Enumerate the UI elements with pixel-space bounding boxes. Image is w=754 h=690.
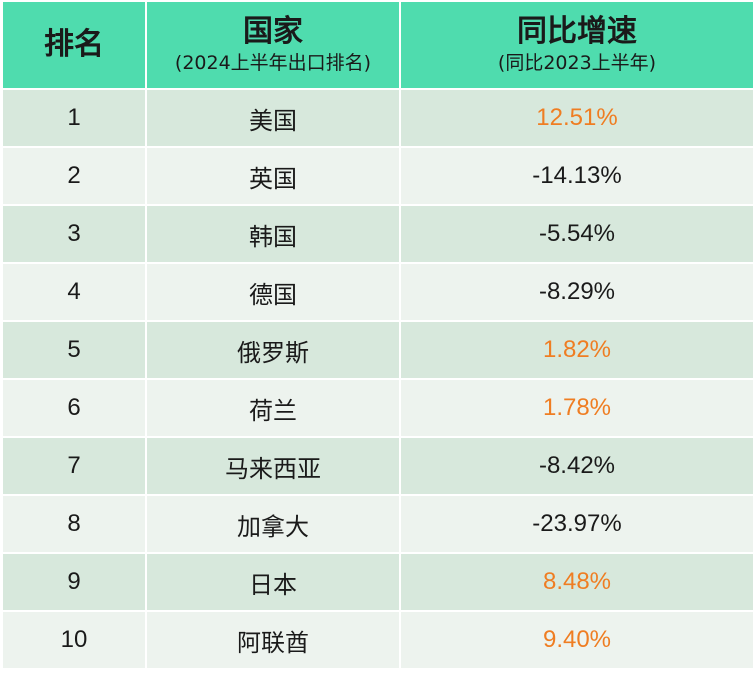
- growth-cell: 12.51%: [399, 88, 754, 148]
- country-cell: 日本: [145, 552, 401, 612]
- rank-cell: 1: [1, 88, 147, 148]
- growth-cell: -8.29%: [399, 262, 754, 322]
- table-row: 3 韩国 -5.54%: [1, 204, 754, 264]
- rank-cell: 5: [1, 320, 147, 380]
- country-cell: 阿联酋: [145, 610, 401, 670]
- table-row: 5 俄罗斯 1.82%: [1, 320, 754, 380]
- growth-cell: -8.42%: [399, 436, 754, 496]
- growth-cell: -23.97%: [399, 494, 754, 554]
- growth-cell: 1.78%: [399, 378, 754, 438]
- country-cell: 马来西亚: [145, 436, 401, 496]
- rank-cell: 7: [1, 436, 147, 496]
- table-row: 8 加拿大 -23.97%: [1, 494, 754, 554]
- header-growth-sublabel: (同比2023上半年): [497, 52, 657, 74]
- header-country-label: 国家: [243, 14, 303, 49]
- country-cell: 韩国: [145, 204, 401, 264]
- country-cell: 德国: [145, 262, 401, 322]
- growth-cell: 1.82%: [399, 320, 754, 380]
- table-row: 4 德国 -8.29%: [1, 262, 754, 322]
- rank-cell: 4: [1, 262, 147, 322]
- export-ranking-table: 排名 国家 (2024上半年出口排名) 同比增速 (同比2023上半年) 1 美国…: [1, 0, 754, 670]
- rank-cell: 10: [1, 610, 147, 670]
- table-row: 9 日本 8.48%: [1, 552, 754, 612]
- header-rank-label: 排名: [44, 27, 104, 62]
- country-cell: 英国: [145, 146, 401, 206]
- table-row: 1 美国 12.51%: [1, 88, 754, 148]
- header-country-sublabel: (2024上半年出口排名): [174, 52, 372, 74]
- table-row: 10 阿联酋 9.40%: [1, 610, 754, 670]
- rank-cell: 6: [1, 378, 147, 438]
- country-cell: 加拿大: [145, 494, 401, 554]
- growth-cell: 8.48%: [399, 552, 754, 612]
- growth-cell: -14.13%: [399, 146, 754, 206]
- country-cell: 俄罗斯: [145, 320, 401, 380]
- header-growth-label: 同比增速: [517, 14, 637, 49]
- rank-cell: 8: [1, 494, 147, 554]
- header-country: 国家 (2024上半年出口排名): [145, 0, 401, 90]
- table-body: 1 美国 12.51% 2 英国 -14.13% 3 韩国 -5.54% 4 德国 -8.29% 5 俄罗…: [1, 88, 754, 670]
- rank-cell: 3: [1, 204, 147, 264]
- country-cell: 荷兰: [145, 378, 401, 438]
- header-rank: 排名: [1, 0, 147, 90]
- rank-cell: 2: [1, 146, 147, 206]
- growth-cell: -5.54%: [399, 204, 754, 264]
- table-row: 2 英国 -14.13%: [1, 146, 754, 206]
- header-growth: 同比增速 (同比2023上半年): [399, 0, 754, 90]
- growth-cell: 9.40%: [399, 610, 754, 670]
- table-row: 6 荷兰 1.78%: [1, 378, 754, 438]
- country-cell: 美国: [145, 88, 401, 148]
- rank-cell: 9: [1, 552, 147, 612]
- table-header-row: 排名 国家 (2024上半年出口排名) 同比增速 (同比2023上半年): [1, 0, 754, 90]
- table-row: 7 马来西亚 -8.42%: [1, 436, 754, 496]
